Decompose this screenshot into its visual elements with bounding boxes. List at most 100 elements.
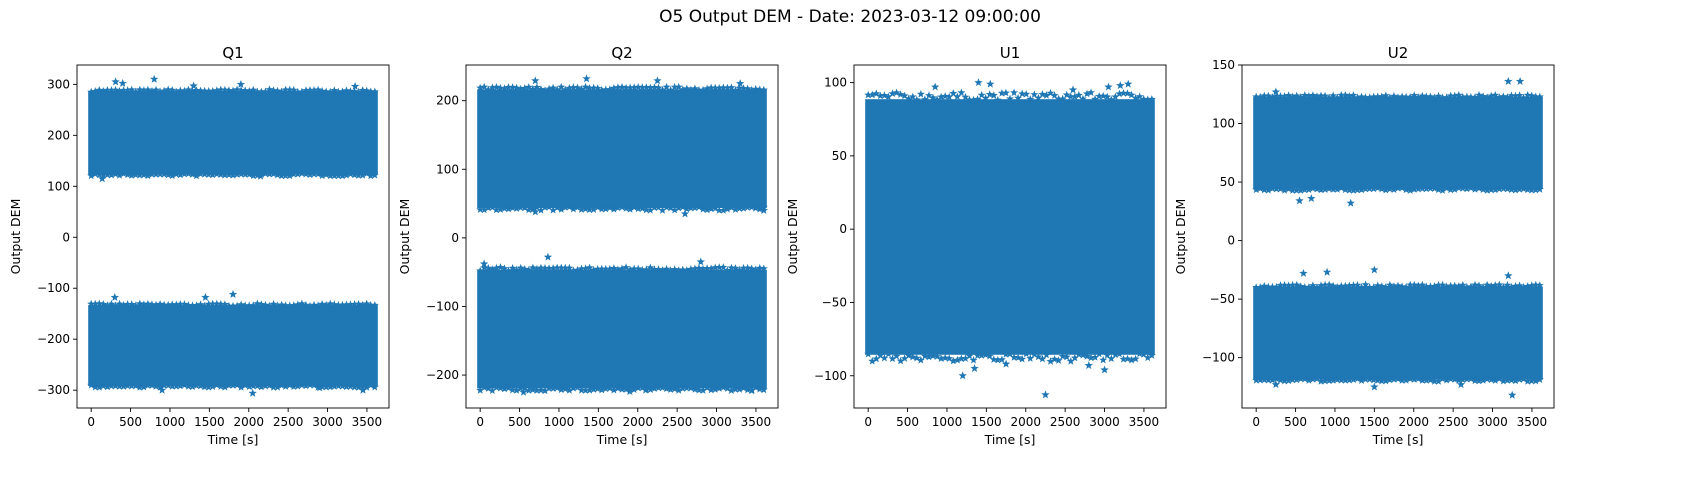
data-point (1398, 183, 1406, 192)
data-point (1390, 92, 1398, 100)
data-point (573, 383, 582, 391)
data-point (541, 263, 549, 272)
data-point (1414, 281, 1423, 290)
data-point (188, 86, 197, 95)
data-point (135, 299, 144, 308)
data-point (176, 300, 185, 308)
data-point (731, 264, 740, 272)
data-point (1001, 359, 1011, 368)
data-point (87, 87, 96, 96)
data-point (557, 82, 566, 91)
data-point (508, 203, 517, 212)
data-point (884, 92, 893, 101)
data-point (900, 354, 909, 362)
data-point (512, 204, 521, 212)
data-point (1002, 88, 1010, 97)
data-point (480, 205, 489, 214)
data-point (107, 381, 116, 390)
data-point (1341, 185, 1350, 194)
data-point (338, 171, 347, 180)
data-point (156, 87, 165, 95)
data-point (1519, 283, 1528, 291)
data-point (1268, 376, 1277, 384)
data-point (743, 263, 752, 272)
x-tick-label: 3000 (312, 415, 343, 429)
data-point (310, 86, 318, 94)
data-point (281, 382, 290, 390)
data-point (1292, 375, 1301, 384)
data-point (670, 82, 679, 91)
data-point (670, 265, 679, 273)
x-tick-label: 3500 (352, 415, 383, 429)
data-point (561, 263, 570, 272)
data-point (997, 355, 1006, 363)
data-point (233, 301, 241, 310)
data-point (1491, 281, 1500, 289)
data-point (1321, 376, 1330, 385)
y-tick-label: −200 (37, 332, 70, 346)
data-point (148, 170, 156, 178)
data-point (1268, 184, 1277, 193)
data-point (707, 204, 716, 213)
data-point (1100, 365, 1109, 374)
data-point (1074, 91, 1083, 99)
data-point (216, 85, 225, 94)
data-point (601, 264, 610, 273)
data-point (537, 85, 545, 93)
data-point (1329, 91, 1338, 100)
data-point (1487, 375, 1496, 384)
data-point (1111, 92, 1120, 101)
data-point (650, 384, 659, 392)
data-point (326, 382, 335, 391)
data-point (229, 301, 237, 310)
data-point (248, 388, 257, 397)
data-point (212, 86, 221, 94)
data-point (622, 83, 630, 92)
data-point (1373, 281, 1382, 289)
data-point (285, 85, 294, 94)
data-point (216, 300, 225, 308)
data-point (864, 349, 873, 358)
data-point (338, 382, 347, 390)
data-point (690, 203, 699, 212)
data-point (1434, 377, 1443, 385)
data-point (1422, 184, 1431, 193)
data-point (1046, 88, 1055, 97)
data-point (682, 84, 691, 93)
data-point (1042, 350, 1051, 359)
data-point (1349, 375, 1358, 384)
data-point (569, 83, 578, 91)
data-point (488, 83, 497, 91)
data-point (585, 84, 594, 92)
data-point (1300, 91, 1309, 99)
data-point (342, 300, 351, 309)
x-tick-label: 0 (476, 415, 484, 429)
data-point (723, 266, 732, 274)
data-point (358, 382, 367, 390)
data-point (1284, 91, 1293, 99)
data-point (289, 301, 298, 309)
data-point (1280, 376, 1289, 385)
data-point (1337, 281, 1346, 290)
data-point (674, 82, 683, 91)
data-point (184, 382, 193, 390)
data-point (888, 354, 897, 363)
data-point (573, 265, 582, 274)
data-point (1123, 354, 1132, 363)
data-point (614, 384, 622, 392)
data-point (500, 384, 509, 393)
data-point (1042, 91, 1051, 99)
data-point (480, 263, 489, 272)
data-point (605, 384, 614, 392)
data-point (1111, 350, 1120, 359)
data-point (1515, 281, 1524, 289)
subplot-u1: 0 500 1000 1500 2000 2500 3000 3500 −100 −50 0 50 10… (785, 44, 1167, 447)
data-point (658, 266, 667, 274)
data-point (160, 170, 169, 178)
data-point (354, 299, 363, 308)
data-point (569, 384, 578, 392)
data-point (1491, 91, 1500, 99)
y-tick-label: 100 (436, 162, 459, 176)
data-point (715, 84, 724, 92)
